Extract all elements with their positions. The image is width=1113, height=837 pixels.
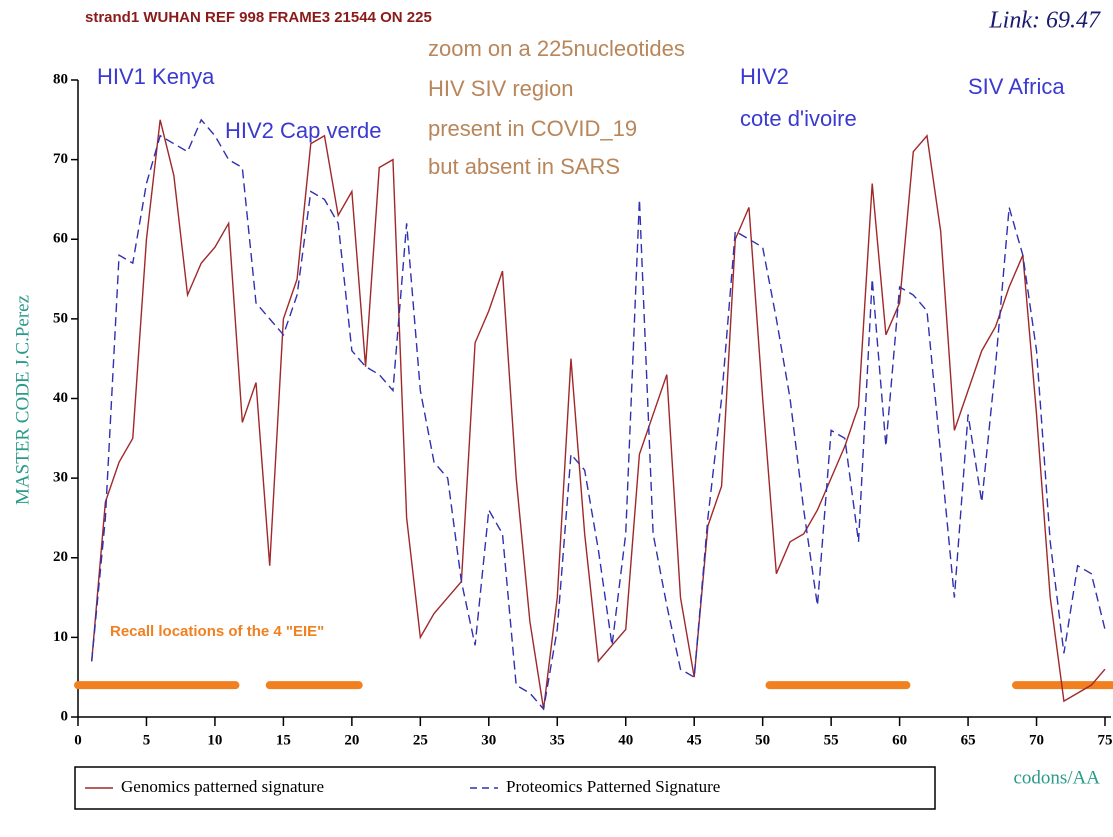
y-axis-label: MASTER CODE J.C.Perez (12, 295, 33, 505)
y-tick-label: 50 (53, 310, 68, 326)
legend-box (74, 766, 936, 810)
x-tick-label: 15 (276, 732, 291, 748)
x-tick-label: 60 (892, 732, 907, 748)
x-tick-label: 45 (687, 732, 702, 748)
x-tick-label: 70 (1029, 732, 1044, 748)
annotation: HIV2 Cap verde (225, 118, 382, 143)
series-line (90, 118, 1106, 711)
x-tick-label: 65 (961, 732, 976, 748)
x-tick-label: 55 (824, 732, 839, 748)
y-tick-label: 10 (53, 629, 68, 645)
x-tick-label: 0 (74, 732, 82, 748)
legend-label: Genomics patterned signature (121, 777, 324, 796)
highlight-label: Recall locations of the 4 "EIE" (110, 623, 324, 640)
y-tick-label: 80 (53, 71, 68, 87)
annotation: present in COVID_19 (428, 116, 637, 141)
x-tick-label: 40 (618, 732, 633, 748)
y-tick-label: 60 (53, 231, 68, 247)
y-tick-label: 30 (53, 470, 68, 486)
link-label: Link: 69.47 (988, 8, 1101, 34)
x-tick-label: 35 (550, 732, 565, 748)
x-tick-label: 25 (413, 732, 428, 748)
x-tick-label: 10 (207, 732, 222, 748)
annotation: HIV SIV region (428, 76, 574, 101)
chart-title: strand1 WUHAN REF 998 FRAME3 21544 ON 22… (85, 9, 432, 26)
x-tick-label: 20 (344, 732, 359, 748)
annotation: cote d'ivoire (740, 106, 857, 131)
annotation: but absent in SARS (428, 154, 620, 179)
y-tick-label: 0 (61, 708, 69, 724)
legend-label: Proteomics Patterned Signature (506, 777, 720, 796)
x-tick-label: 75 (1098, 732, 1113, 748)
x-tick-label: 5 (143, 732, 151, 748)
annotation: HIV1 Kenya (97, 64, 215, 89)
y-tick-label: 70 (53, 151, 68, 167)
x-axis-label: codons/AA (1013, 767, 1100, 788)
y-tick-label: 40 (53, 390, 68, 406)
annotation: SIV Africa (968, 74, 1065, 99)
series-line (90, 119, 1106, 710)
annotation: HIV2 (740, 64, 789, 89)
x-tick-label: 30 (481, 732, 496, 748)
y-tick-label: 20 (53, 549, 68, 565)
x-tick-label: 50 (755, 732, 770, 748)
annotation: zoom on a 225nucleotides (428, 36, 685, 61)
